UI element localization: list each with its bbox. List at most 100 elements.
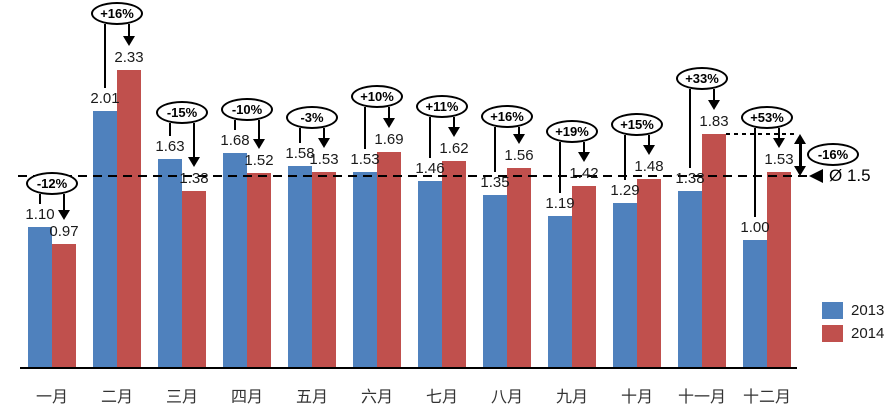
x-tick-label-month-7: 七月 (425, 389, 458, 406)
value-label-2013-month-2: 2.01 (90, 90, 120, 107)
bar-2013-month-7[interactable] (418, 181, 442, 368)
bar-2014-month-1[interactable] (52, 244, 76, 368)
pct-change-bubble-month-1[interactable]: -12% (26, 172, 78, 195)
x-tick-label-month-2: 二月 (100, 389, 133, 406)
bar-2014-month-4[interactable] (247, 173, 271, 368)
connector-line-month-9 (559, 142, 561, 193)
pct-change-bubble-month-7[interactable]: +11% (416, 95, 468, 118)
connector-arrow-line-month-3 (193, 123, 195, 158)
pct-change-bubble-month-8[interactable]: +16% (481, 105, 533, 128)
value-label-2014-month-9: 1.42 (569, 165, 599, 182)
legend-label-2013: 2013 (851, 302, 885, 319)
value-label-2014-month-1: 0.97 (49, 223, 79, 240)
arrow-down-icon-month-6 (383, 118, 395, 128)
connector-arrow-line-month-9 (583, 142, 585, 153)
legend-swatch-2014 (822, 325, 843, 342)
pct-change-bubble-month-12[interactable]: +53% (741, 106, 793, 129)
bar-2014-month-7[interactable] (442, 161, 466, 368)
connector-line-month-5 (299, 128, 301, 143)
x-tick-label-month-6: 六月 (360, 389, 393, 406)
connector-line-month-8 (494, 127, 496, 172)
bar-2014-month-5[interactable] (312, 172, 336, 368)
connector-line-month-12 (754, 128, 756, 217)
value-label-2013-month-4: 1.68 (220, 132, 250, 149)
average-pointer-icon (809, 169, 823, 183)
x-tick-label-month-9: 九月 (555, 389, 588, 406)
value-label-2014-month-6: 1.69 (374, 131, 404, 148)
bar-2013-month-1[interactable] (28, 227, 52, 368)
pct-change-bubble-month-6[interactable]: +10% (351, 85, 403, 108)
bar-2013-month-11[interactable] (678, 191, 702, 368)
average-reference-line (18, 175, 808, 177)
bar-2014-month-11[interactable] (702, 134, 726, 368)
bar-2013-month-4[interactable] (223, 153, 247, 368)
value-label-2013-month-8: 1.35 (480, 174, 510, 191)
bar-2013-month-10[interactable] (613, 203, 637, 368)
bar-2013-month-9[interactable] (548, 216, 572, 368)
delta-annotation-bubble[interactable]: -16% (807, 143, 859, 166)
pct-change-bubble-month-3[interactable]: -15% (156, 101, 208, 124)
arrow-down-icon-month-3 (188, 157, 200, 167)
connector-arrow-line-month-10 (648, 135, 650, 146)
connector-line-month-1 (39, 194, 41, 204)
connector-arrow-line-month-4 (258, 120, 260, 140)
bar-2014-month-12[interactable] (767, 172, 791, 368)
value-label-2014-month-4: 1.52 (244, 152, 274, 169)
value-label-2014-month-7: 1.62 (439, 140, 469, 157)
arrow-down-icon-month-2 (123, 36, 135, 46)
pct-change-bubble-month-2[interactable]: +16% (91, 2, 143, 25)
pct-change-bubble-month-9[interactable]: +19% (546, 120, 598, 143)
value-label-2013-month-11: 1.38 (675, 170, 705, 187)
delta-reference-line (726, 133, 796, 135)
value-label-2013-month-12: 1.00 (740, 219, 770, 236)
bar-2014-month-3[interactable] (182, 191, 206, 368)
bar-2014-month-6[interactable] (377, 152, 401, 368)
legend-item-2014[interactable]: 2014 (822, 325, 884, 342)
bar-2014-month-9[interactable] (572, 186, 596, 368)
connector-arrow-line-month-8 (518, 127, 520, 135)
pct-change-bubble-month-10[interactable]: +15% (611, 113, 663, 136)
bar-2013-month-12[interactable] (743, 240, 767, 368)
value-label-2013-month-7: 1.46 (415, 160, 445, 177)
connector-arrow-line-month-11 (713, 89, 715, 101)
x-tick-label-month-11: 十一月 (677, 389, 726, 406)
arrow-down-icon-month-5 (318, 138, 330, 148)
bar-2013-month-5[interactable] (288, 166, 312, 368)
value-label-2013-month-5: 1.58 (285, 145, 315, 162)
pct-change-bubble-month-5[interactable]: -3% (286, 106, 338, 129)
arrow-down-icon-month-8 (513, 134, 525, 144)
connector-arrow-line-month-6 (388, 107, 390, 119)
bar-2014-month-10[interactable] (637, 179, 661, 368)
bar-2013-month-2[interactable] (93, 111, 117, 368)
pct-change-bubble-month-4[interactable]: -10% (221, 98, 273, 121)
connector-arrow-line-month-2 (128, 24, 130, 37)
connector-line-month-2 (104, 24, 106, 88)
bar-2013-month-8[interactable] (483, 195, 507, 368)
x-tick-label-month-4: 四月 (230, 389, 263, 406)
pct-change-bubble-month-11[interactable]: +33% (676, 67, 728, 90)
x-tick-label-month-8: 八月 (490, 389, 523, 406)
value-label-2014-month-5: 1.53 (309, 151, 339, 168)
value-label-2013-month-3: 1.63 (155, 138, 185, 155)
arrow-down-icon-month-12 (773, 138, 785, 148)
bar-2014-month-8[interactable] (507, 168, 531, 368)
connector-line-month-3 (169, 123, 171, 136)
bar-2013-month-3[interactable] (158, 159, 182, 368)
x-tick-label-month-10: 十月 (620, 389, 653, 406)
legend-swatch-2013 (822, 302, 843, 319)
value-label-2014-month-2: 2.33 (114, 49, 144, 66)
arrow-shaft (799, 139, 802, 171)
bar-2013-month-6[interactable] (353, 172, 377, 368)
connector-arrow-line-month-5 (323, 128, 325, 139)
x-tick-label-month-12: 十二月 (742, 389, 791, 406)
value-label-2014-month-8: 1.56 (504, 147, 534, 164)
connector-line-month-4 (234, 120, 236, 130)
arrow-down-icon-month-4 (253, 139, 265, 149)
legend-item-2013[interactable]: 2013 (822, 302, 884, 319)
arrow-down-icon-month-7 (448, 127, 460, 137)
connector-line-month-6 (364, 107, 366, 149)
bar-2014-month-2[interactable] (117, 70, 141, 368)
value-label-2013-month-9: 1.19 (545, 195, 575, 212)
delta-double-arrow-icon (794, 134, 807, 176)
x-tick-label-month-5: 五月 (295, 389, 328, 406)
